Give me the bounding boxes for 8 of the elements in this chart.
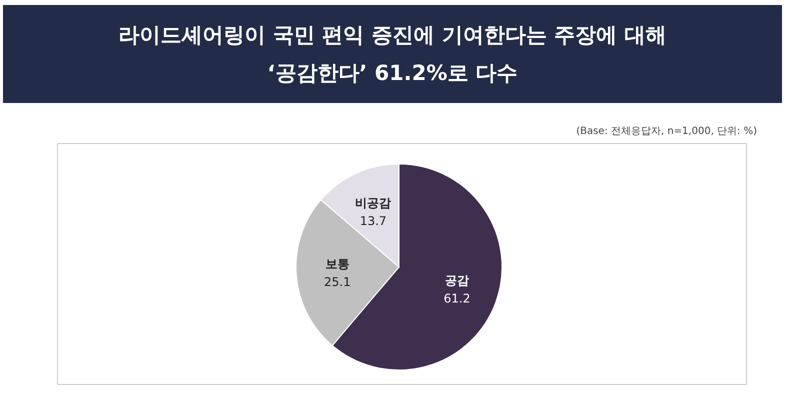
text: (Base: 전체응답자, n=1,000, 단위: %)	[576, 125, 757, 138]
slice-label: 공감	[445, 273, 470, 288]
data-label: 25.1	[324, 274, 351, 289]
slice-label: 보통	[325, 256, 350, 271]
slice-label: 비공감	[355, 196, 392, 210]
chart-title: 라이드셰어링이 국민 편익 증진에 기여한다는 주장에 대해 ‘공감한다’ 61.2%로 다수	[118, 22, 666, 87]
data-label: 61.2	[444, 291, 470, 306]
data-label: 13.7	[360, 214, 387, 228]
